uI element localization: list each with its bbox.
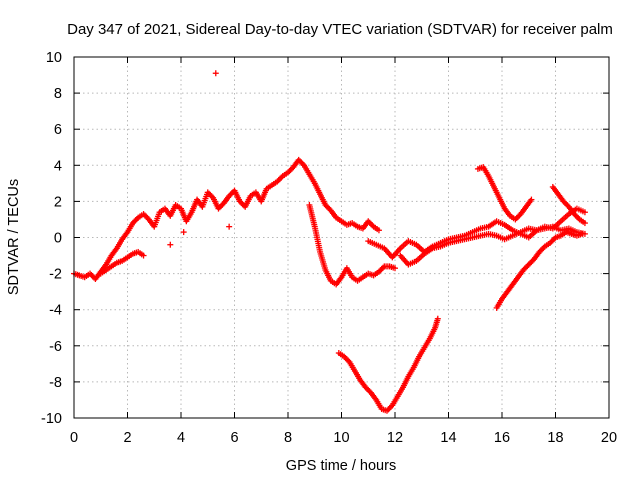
series-late-segment [549,183,588,227]
y-tick-label: 10 [46,50,62,66]
data-point [392,265,398,272]
axis-ticks [73,56,610,419]
data-point [226,223,233,230]
x-tick-label: 8 [284,430,292,446]
y-tick-label: 4 [54,158,62,174]
series-rising-segment [493,229,586,311]
x-tick-label: 14 [440,430,456,446]
series-midday-dip [335,315,441,414]
y-axis-label: SDTVAR / TECUs [6,179,22,295]
x-tick-label: 16 [494,430,510,446]
x-tick-label: 0 [70,430,78,446]
series-outliers [167,70,233,248]
y-tick-label: -2 [49,267,62,283]
data-point [434,315,441,322]
series-main-trace [71,156,382,283]
data-point [528,196,535,203]
y-tick-label: 6 [54,122,62,138]
x-tick-label: 18 [547,430,563,446]
data-points [71,70,588,414]
data-point [579,230,586,237]
x-tick-label: 6 [230,430,238,446]
series-arc-near-15-17-h [474,164,535,223]
data-point [180,229,187,236]
y-tick-label: -6 [49,339,62,355]
data-point [212,70,219,77]
tick-labels: 0 2 4 6 8 10 12 14 16 18 20 -10 -8 -6 -4 -2 0 2 4 6 8 10 [41,50,617,446]
x-axis-label: GPS time / hours [286,458,396,474]
x-tick-label: 12 [387,430,403,446]
series-lower-detached-segment [97,248,147,277]
y-tick-label: -8 [49,375,62,391]
plot-frame [73,56,610,419]
data-point [375,227,382,234]
series-lower-branch [306,202,398,288]
y-tick-label: 2 [54,194,62,210]
y-tick-label: 0 [54,231,62,247]
chart-title: Day 347 of 2021, Sidereal Day-to-day VTE… [67,21,613,38]
y-tick-label: -4 [49,303,62,319]
y-tick-label: -10 [41,411,62,427]
data-point [167,241,174,248]
x-tick-label: 20 [601,430,617,446]
x-tick-label: 2 [123,430,131,446]
data-point [581,209,588,216]
x-tick-label: 10 [333,430,349,446]
x-tick-label: 4 [177,430,185,446]
y-tick-label: 8 [54,86,62,102]
data-point [140,252,147,259]
data-point [581,220,588,227]
